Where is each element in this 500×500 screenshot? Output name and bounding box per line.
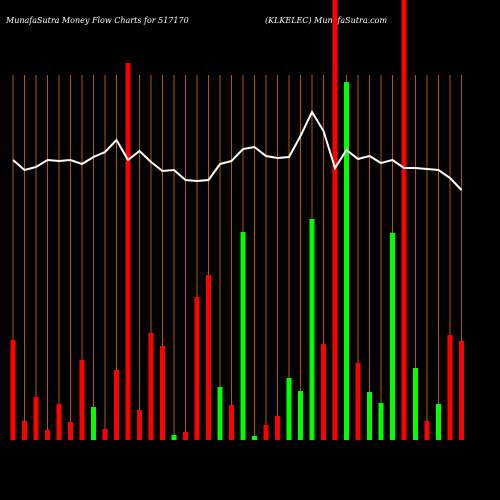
bar <box>344 82 349 440</box>
bar <box>229 405 234 440</box>
bar <box>114 370 119 440</box>
bar <box>217 387 223 440</box>
plot-area <box>10 0 464 440</box>
bar <box>183 432 188 440</box>
bar <box>436 404 441 440</box>
bar <box>137 410 142 440</box>
bar <box>286 378 292 440</box>
bar <box>102 429 108 440</box>
bar <box>45 430 50 440</box>
bar <box>367 392 372 440</box>
bar <box>459 341 464 440</box>
bar <box>68 422 73 440</box>
bar <box>171 435 177 440</box>
bar <box>240 232 246 440</box>
bar <box>10 340 16 440</box>
bar <box>378 403 384 440</box>
bar <box>252 436 257 440</box>
bar <box>413 368 418 440</box>
bar <box>355 363 361 440</box>
bar <box>160 346 165 440</box>
bar <box>447 335 453 440</box>
bar <box>194 297 200 440</box>
bar <box>298 391 303 440</box>
bar <box>148 333 154 440</box>
bar <box>332 0 338 440</box>
bar <box>263 425 269 440</box>
chart-subtitle: (KLKELEC) MunafaSutra.com <box>265 16 387 25</box>
bar <box>321 344 326 440</box>
bar <box>309 219 315 440</box>
bar <box>56 404 62 440</box>
bar <box>79 360 85 440</box>
bar <box>206 275 211 440</box>
money-flow-line <box>12 109 463 191</box>
bar <box>33 397 39 440</box>
bar <box>22 421 27 440</box>
chart-title: MunafaSutra Money Flow Charts for 517170 <box>5 16 189 25</box>
bar <box>390 233 395 440</box>
bar <box>91 407 96 440</box>
bar <box>275 416 280 440</box>
bar <box>125 63 131 440</box>
bar <box>424 421 430 440</box>
bar <box>401 0 407 440</box>
